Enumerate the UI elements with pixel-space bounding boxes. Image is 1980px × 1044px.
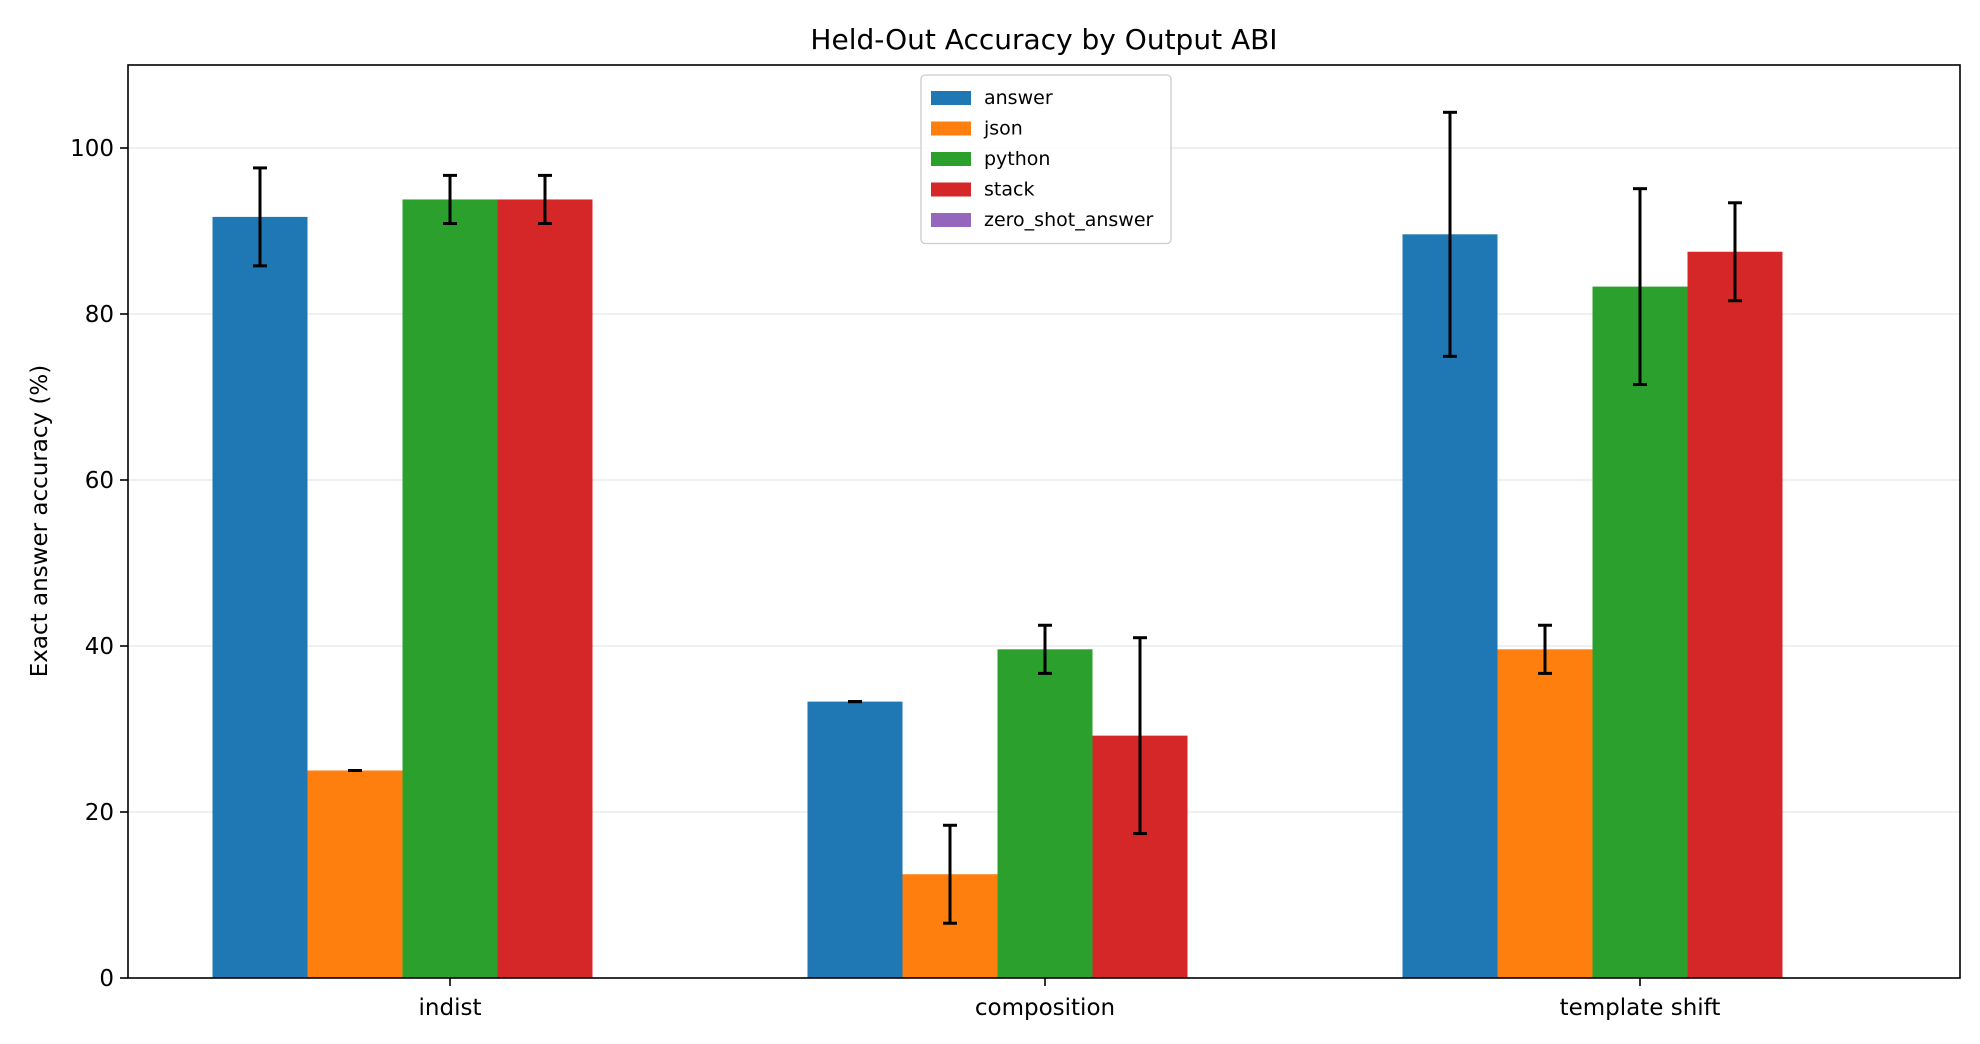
bar-json-template-shift [1497, 649, 1593, 978]
error-bar-answer-template-shift [1443, 110, 1457, 358]
legend-swatch-answer [931, 91, 971, 105]
legend-label-stack: stack [984, 179, 1034, 201]
error-bar-stack-composition [1133, 636, 1147, 836]
bar-answer-template-shift [1402, 234, 1498, 978]
x-tick-label: composition [975, 995, 1115, 1021]
bar-python-composition [997, 649, 1093, 978]
y-tick-label: 40 [85, 634, 114, 660]
legend-label-answer: answer [984, 87, 1053, 109]
error-bar-python-indist [443, 173, 457, 226]
bar-answer-indist [212, 216, 308, 978]
legend-label-json: json [983, 118, 1023, 140]
error-bar-stack-template-shift [1728, 201, 1742, 303]
x-tick-label: indist [419, 995, 482, 1021]
legend-swatch-stack [931, 182, 971, 197]
y-tick-label: 100 [70, 136, 114, 162]
plot-frame [127, 64, 1961, 979]
bar-python-indist [402, 199, 498, 978]
legend-swatch-zero_shot_answer [931, 213, 971, 227]
bars [212, 199, 1783, 978]
error-bars [253, 110, 1742, 925]
y-axis-label: Exact answer accuracy (%) [27, 365, 53, 677]
error-bar-python-template-shift [1633, 187, 1647, 387]
legend-label-python: python [984, 148, 1050, 170]
y-tick-label: 20 [85, 800, 114, 826]
legend-swatch-json [931, 121, 971, 136]
bar-stack-indist [497, 199, 593, 978]
chart-title: Held-Out Accuracy by Output ABI [810, 23, 1277, 56]
error-bar-python-composition [1038, 623, 1052, 675]
bar-answer-composition [807, 701, 903, 978]
axis-ticks: 0 20 40 60 80 100 indist composition template sh… [70, 136, 1720, 1021]
legend-swatch-python [931, 152, 971, 166]
y-tick-label: 80 [85, 302, 114, 328]
y-tick-label: 60 [85, 468, 114, 494]
legend-label-zero_shot_answer: zero_shot_answer [984, 209, 1154, 231]
error-bar-answer-indist [253, 166, 267, 268]
legend-box [920, 74, 1172, 245]
bar-python-template-shift [1592, 286, 1688, 978]
legend: answer json python stack zero_shot_answer [920, 74, 1172, 245]
y-tick-label: 0 [99, 966, 114, 992]
error-bar-stack-indist [538, 173, 552, 226]
x-tick-label: template shift [1560, 995, 1721, 1021]
error-bar-json-composition [943, 823, 957, 925]
bar-stack-template-shift [1687, 251, 1783, 978]
bar-json-indist [307, 770, 403, 978]
error-bar-json-template-shift [1538, 623, 1552, 675]
